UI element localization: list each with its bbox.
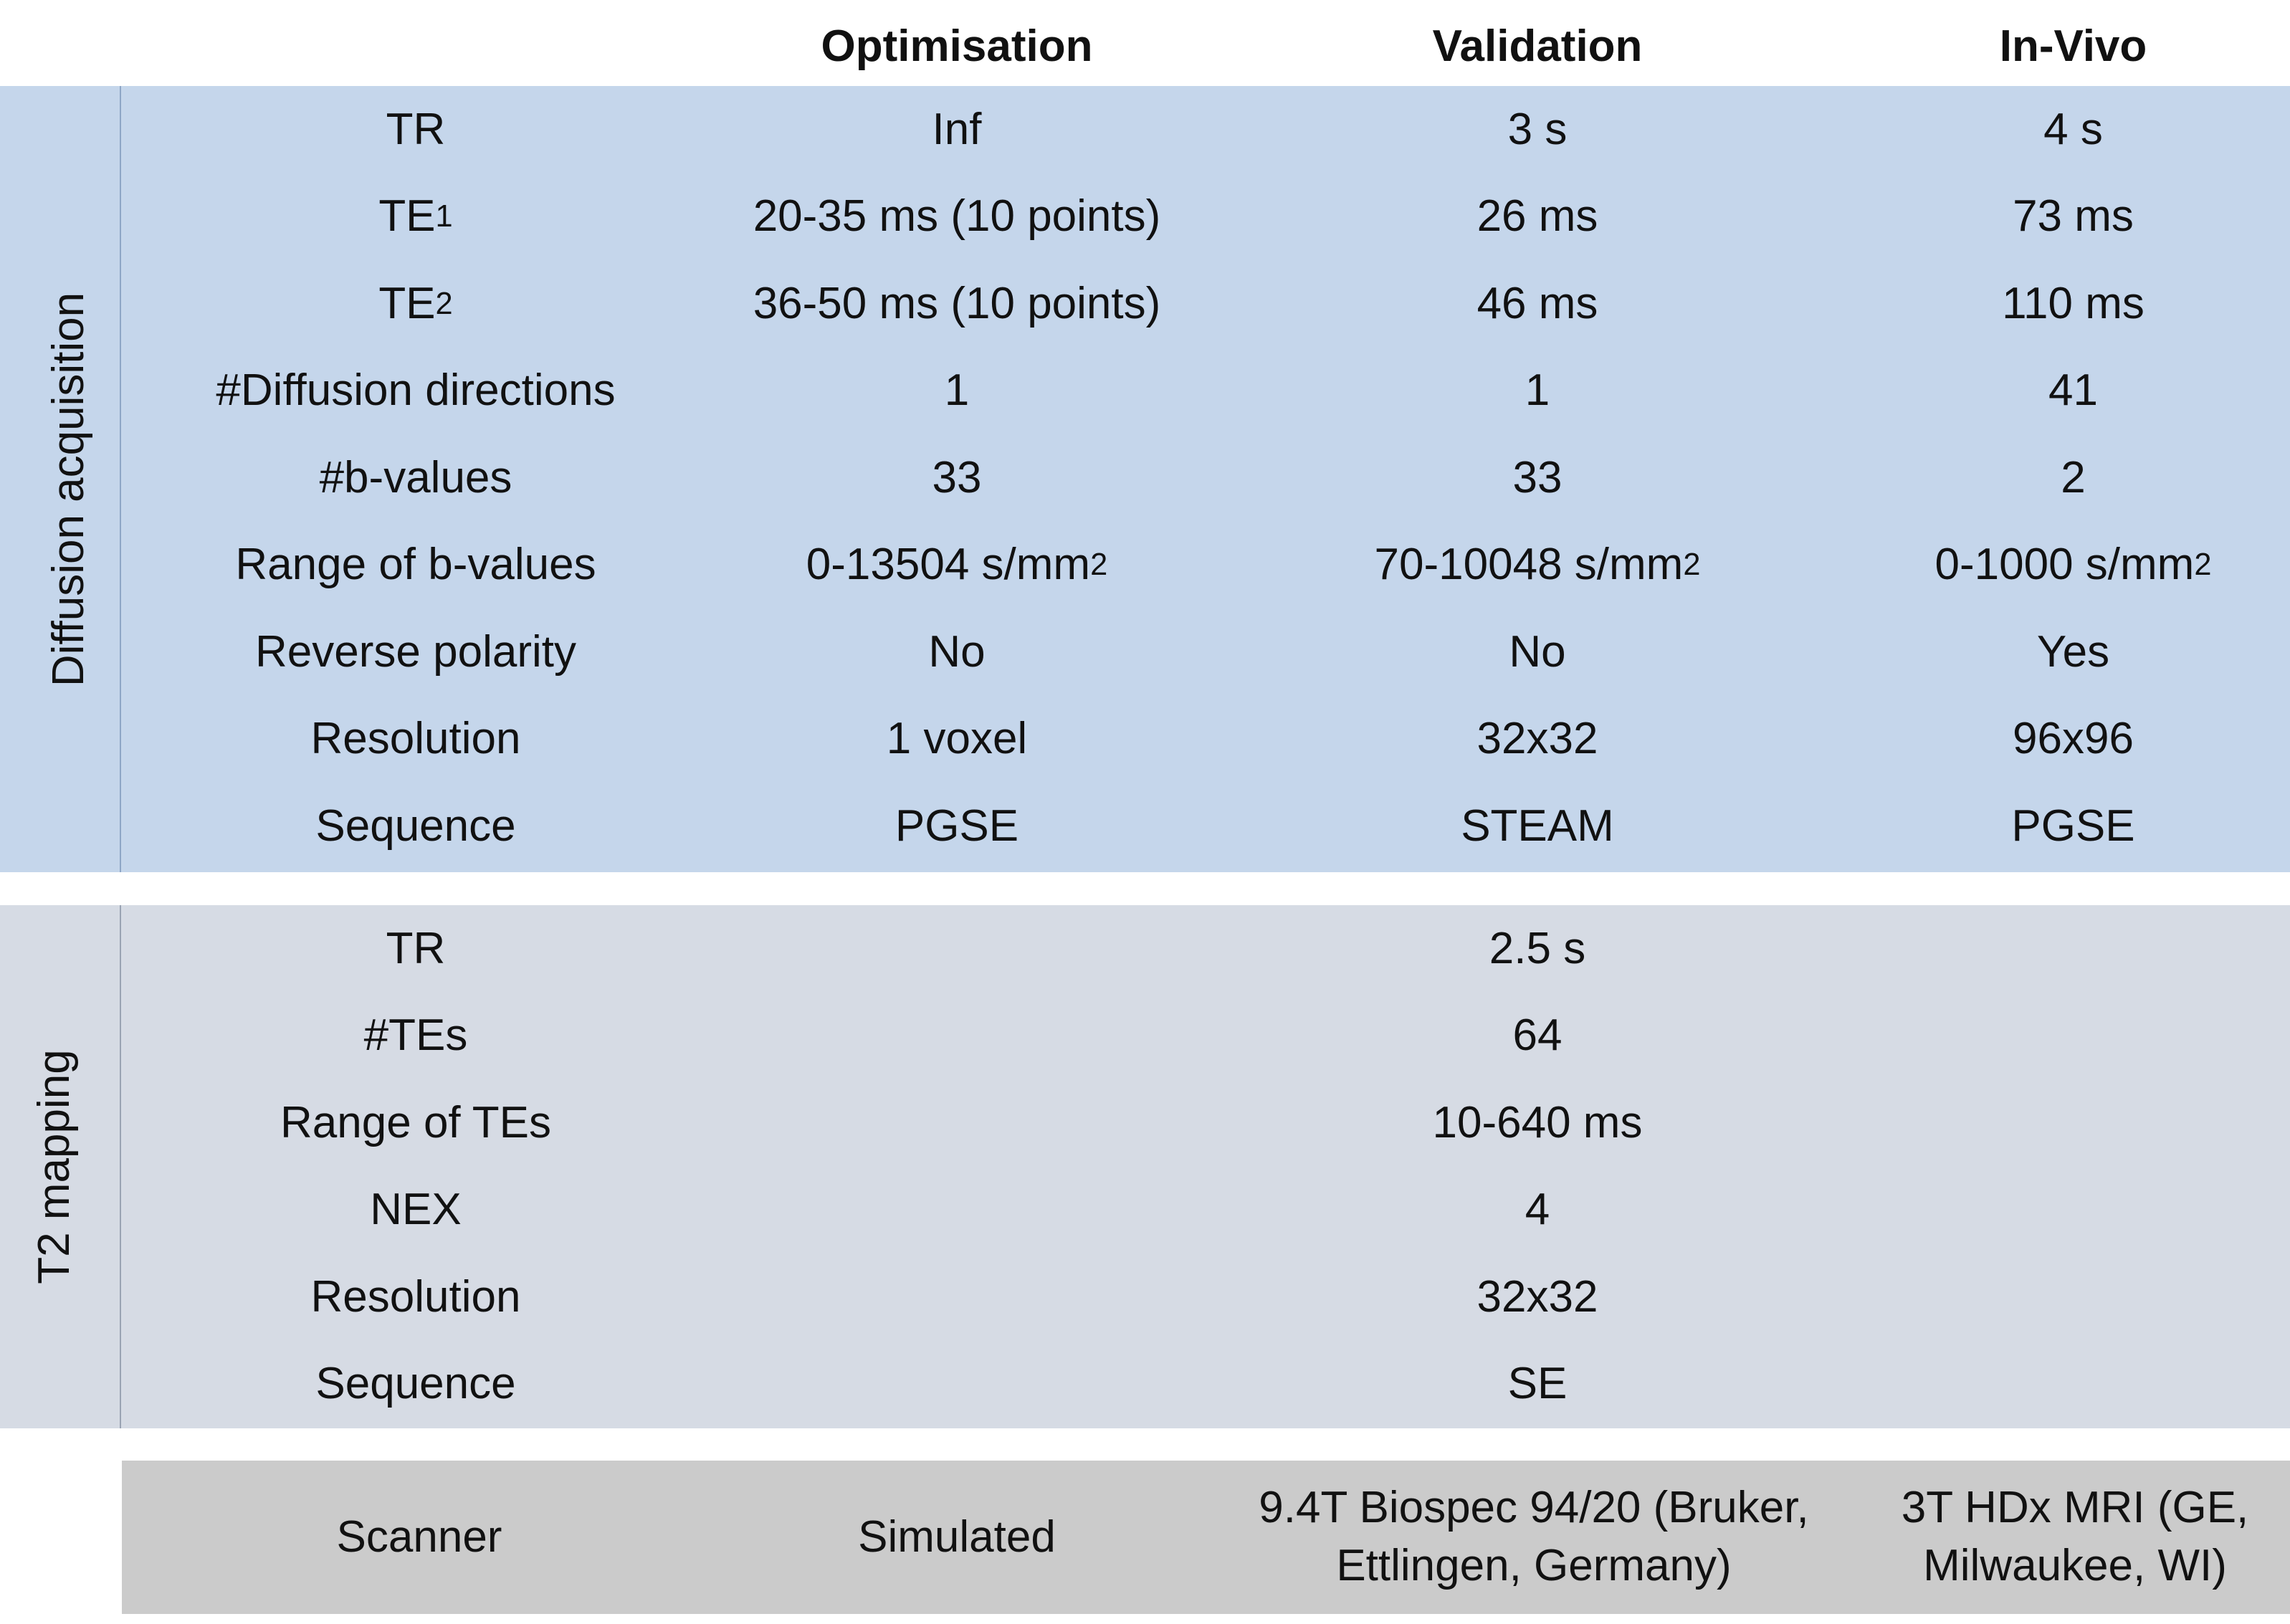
t2-value-validation: 2.5 s <box>1489 923 1586 973</box>
diffusion-row-label: Range of b-values <box>235 540 596 590</box>
diffusion-value-optimisation: PGSE <box>894 801 1019 851</box>
diffusion-row-label: Resolution <box>310 714 521 764</box>
diffusion-value-validation: No <box>1509 626 1566 677</box>
diffusion-value-optimisation: 1 <box>944 366 970 416</box>
diffusion-divider <box>120 86 121 872</box>
diffusion-row-label: TE 1 <box>378 191 453 242</box>
diffusion-row-label: #Diffusion directions <box>216 366 616 416</box>
diffusion-value-in-vivo: 110 ms <box>2002 278 2145 328</box>
diffusion-row-label: Reverse polarity <box>255 626 576 677</box>
t2-row-label: NEX <box>370 1185 462 1235</box>
t2-row-label: TR <box>386 923 446 973</box>
diffusion-value-in-vivo: 0-1000 s/mm 2 <box>1934 540 2212 590</box>
t2-section-label: T2 mapping <box>29 1049 79 1284</box>
diffusion-value-in-vivo: Yes <box>2036 626 2110 677</box>
diffusion-value-optimisation: 20-35 ms (10 points) <box>753 191 1161 242</box>
header-validation: Validation <box>1432 21 1643 71</box>
t2-value-validation: 10-640 ms <box>1432 1097 1643 1147</box>
diffusion-value-validation: 46 ms <box>1476 278 1598 328</box>
diffusion-section-band <box>0 86 2290 872</box>
t2-row-label: #TEs <box>363 1011 468 1061</box>
diffusion-section-label: Diffusion acquisition <box>43 292 93 687</box>
diffusion-value-in-vivo: 4 s <box>2043 104 2103 154</box>
diffusion-value-optimisation: 1 voxel <box>886 714 1028 764</box>
diffusion-row-label: TR <box>386 104 446 154</box>
t2-section-band <box>0 905 2290 1428</box>
scanner-optimisation: Simulated <box>858 1511 1056 1562</box>
t2-value-validation: 64 <box>1512 1011 1563 1061</box>
t2-row-label: Resolution <box>310 1271 521 1322</box>
scanner-in-vivo: 3T HDx MRI (GE, Milwaukee, WI) <box>1901 1483 2249 1590</box>
diffusion-value-validation: STEAM <box>1461 801 1614 851</box>
diffusion-value-optimisation: 0-13504 s/mm 2 <box>806 540 1108 590</box>
header-in-vivo: In-Vivo <box>1999 21 2147 71</box>
diffusion-value-in-vivo: 96x96 <box>2013 714 2134 764</box>
scanner-band <box>122 1461 2290 1614</box>
t2-value-validation: 4 <box>1525 1185 1550 1235</box>
diffusion-value-in-vivo: 2 <box>2061 452 2086 502</box>
t2-value-validation: 32x32 <box>1476 1271 1598 1322</box>
diffusion-row-label: #b-values <box>319 452 512 502</box>
diffusion-value-validation: 26 ms <box>1476 191 1598 242</box>
diffusion-value-validation: 70-10048 s/mm 2 <box>1374 540 1701 590</box>
t2-divider <box>120 905 121 1428</box>
t2-value-validation: SE <box>1507 1359 1568 1409</box>
diffusion-row-label: TE 2 <box>378 278 453 328</box>
diffusion-value-in-vivo: 73 ms <box>2013 191 2134 242</box>
diffusion-value-validation: 3 s <box>1507 104 1568 154</box>
diffusion-value-optimisation: No <box>928 626 986 677</box>
diffusion-value-validation: 32x32 <box>1476 714 1598 764</box>
header-optimisation: Optimisation <box>821 21 1093 71</box>
diffusion-row-label: Sequence <box>315 801 516 851</box>
diffusion-value-optimisation: 36-50 ms (10 points) <box>753 278 1161 328</box>
diffusion-value-optimisation: 33 <box>932 452 982 502</box>
diffusion-value-in-vivo: 41 <box>2048 366 2098 416</box>
t2-row-label: Sequence <box>315 1359 516 1409</box>
t2-row-label: Range of TEs <box>280 1097 551 1147</box>
diffusion-value-in-vivo: PGSE <box>2011 801 2135 851</box>
diffusion-value-validation: 1 <box>1525 366 1550 416</box>
diffusion-value-optimisation: Inf <box>932 104 982 154</box>
scanner-validation: 9.4T Biospec 94/20 (Bruker, Ettlingen, G… <box>1259 1483 1809 1590</box>
diffusion-value-validation: 33 <box>1512 452 1563 502</box>
scanner-label: Scanner <box>336 1511 502 1562</box>
